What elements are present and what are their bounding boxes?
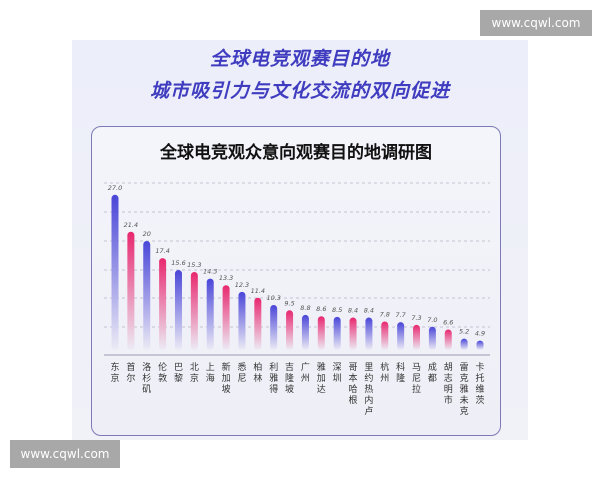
headline-line-2: 城市吸引力与文化交流的双向促进	[149, 80, 450, 102]
data-label: 7.7	[395, 311, 406, 319]
data-label: 7.3	[411, 314, 421, 322]
bar	[381, 321, 389, 350]
bar	[111, 194, 119, 350]
bar	[190, 272, 198, 350]
data-label: 7.0	[427, 316, 437, 324]
x-tick-label: 伦敦	[158, 361, 167, 384]
x-tick-label: 柏林	[253, 361, 262, 384]
data-label: 17.4	[155, 247, 169, 255]
bar	[206, 278, 214, 350]
x-tick-label: 吉隆坡	[285, 362, 294, 395]
bar	[397, 322, 405, 350]
x-tick-label: 雅加达	[317, 361, 326, 395]
data-label: 12.3	[235, 281, 249, 289]
watermark-bottom: www.cqwl.com	[10, 440, 120, 468]
data-label: 8.5	[332, 306, 342, 314]
data-label: 11.4	[251, 287, 265, 295]
bar	[238, 291, 246, 350]
x-tick-label: 里约热内卢	[364, 362, 373, 417]
bar	[159, 258, 167, 350]
x-tick-label: 东京	[110, 361, 119, 384]
x-tick-label: 巴黎	[174, 362, 183, 384]
bar	[413, 324, 421, 350]
bar	[317, 316, 325, 350]
bar	[333, 316, 341, 350]
data-label: 14.3	[203, 268, 217, 276]
bar	[222, 285, 230, 350]
x-tick-label: 上海	[206, 362, 215, 384]
x-tick-label: 深圳	[333, 362, 342, 384]
x-tick-label: 哥本哈根	[349, 362, 358, 406]
x-tick-label: 广州	[301, 361, 310, 384]
bar	[349, 317, 357, 350]
data-label: 8.4	[348, 307, 358, 315]
bar	[365, 317, 373, 350]
data-label: 4.9	[475, 330, 485, 338]
chart-title: 全球电竞观众意向观赛目的地调研图	[160, 143, 432, 163]
x-tick-label: 首尔	[126, 361, 135, 384]
data-label: 27.0	[108, 184, 122, 192]
data-label: 7.8	[380, 311, 390, 319]
x-tick-label: 杭州	[380, 361, 389, 384]
bar	[143, 241, 151, 350]
bar	[301, 314, 309, 350]
x-tick-label: 新加坡	[222, 361, 231, 395]
x-tick-label: 北京	[190, 362, 199, 384]
data-label: 6.6	[443, 318, 453, 326]
bar	[460, 338, 468, 350]
headline-line-1: 全球电竞观赛目的地	[209, 48, 390, 70]
watermark-top: www.cqwl.com	[480, 10, 592, 36]
data-label: 15.3	[187, 261, 201, 269]
data-label: 15.6	[171, 259, 185, 267]
x-tick-label: 科隆	[396, 361, 405, 384]
bar	[254, 297, 262, 350]
data-label: 20	[143, 230, 151, 238]
x-tick-label: 成都	[428, 361, 437, 384]
bar	[476, 340, 484, 350]
bar	[428, 326, 436, 350]
bar	[286, 310, 294, 350]
bar	[444, 329, 452, 350]
bar	[174, 270, 182, 350]
x-tick-label: 雷克雅未克	[460, 362, 469, 417]
data-label: 8.4	[364, 307, 374, 315]
bar	[127, 231, 135, 350]
data-label: 8.6	[316, 305, 326, 313]
x-tick-label: 胡志明市	[444, 361, 453, 406]
x-tick-label: 马尼拉	[412, 362, 421, 395]
data-label: 5.2	[459, 328, 469, 336]
data-label: 13.3	[219, 274, 233, 282]
x-tick-label: 卡托维茨	[475, 361, 484, 406]
data-label: 8.8	[300, 304, 310, 312]
bar	[270, 305, 278, 350]
data-label: 9.5	[284, 299, 294, 307]
x-tick-label: 洛杉矶	[142, 361, 151, 395]
data-label: 21.4	[124, 221, 138, 229]
data-label: 10.3	[266, 294, 280, 302]
x-tick-label: 利雅得	[269, 361, 278, 395]
x-tick-label: 悉尼	[237, 361, 246, 384]
